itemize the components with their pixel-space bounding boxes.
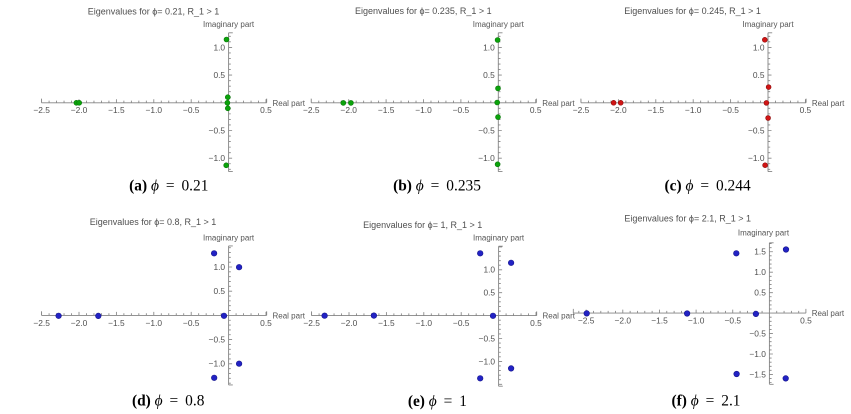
- svg-text:0.5: 0.5: [754, 288, 766, 298]
- svg-text:−0.5: −0.5: [725, 316, 742, 326]
- svg-text:−1.5: −1.5: [651, 316, 668, 326]
- svg-text:0.5: 0.5: [213, 286, 225, 296]
- svg-text:(c) ϕ = 0.244: (c) ϕ = 0.244: [665, 178, 751, 195]
- svg-text:Real part: Real part: [543, 312, 576, 321]
- svg-text:Real part: Real part: [273, 99, 306, 108]
- svg-text:Eigenvalues for ϕ= 0.235, R_1: Eigenvalues for ϕ= 0.235, R_1 > 1: [355, 6, 492, 16]
- svg-text:Real part: Real part: [812, 99, 845, 108]
- svg-text:(e) ϕ = 1: (e) ϕ = 1: [408, 393, 467, 410]
- svg-text:−0.5: −0.5: [479, 333, 496, 343]
- svg-text:−1.5: −1.5: [108, 318, 125, 328]
- svg-text:1.0: 1.0: [483, 42, 495, 52]
- svg-text:Real part: Real part: [542, 99, 575, 108]
- svg-text:−1.0: −1.0: [209, 359, 226, 369]
- svg-text:−2.5: −2.5: [573, 105, 590, 115]
- svg-text:0.5: 0.5: [260, 318, 272, 328]
- svg-text:−0.5: −0.5: [209, 125, 226, 135]
- svg-text:−2.5: −2.5: [303, 105, 320, 115]
- svg-text:Eigenvalues for ϕ= 0.8, R_1 >: Eigenvalues for ϕ= 0.8, R_1 > 1: [90, 217, 217, 227]
- svg-text:(d) ϕ = 0.8: (d) ϕ = 0.8: [132, 393, 205, 410]
- svg-text:0.5: 0.5: [530, 318, 542, 328]
- svg-text:−0.5: −0.5: [453, 105, 470, 115]
- svg-text:−1.5: −1.5: [378, 318, 395, 328]
- svg-text:0.5: 0.5: [530, 105, 542, 115]
- svg-text:Real part: Real part: [812, 309, 845, 318]
- svg-text:−2.0: −2.0: [615, 316, 632, 326]
- svg-text:0.5: 0.5: [260, 105, 272, 115]
- svg-text:−2.0: −2.0: [71, 318, 88, 328]
- svg-text:−1.5: −1.5: [378, 105, 395, 115]
- svg-text:−1.0: −1.0: [479, 356, 496, 366]
- svg-text:0.5: 0.5: [483, 70, 495, 80]
- svg-text:Imaginary part: Imaginary part: [742, 20, 794, 29]
- svg-text:Imaginary part: Imaginary part: [473, 20, 525, 29]
- svg-text:Imaginary part: Imaginary part: [203, 20, 255, 29]
- svg-text:−1.0: −1.0: [688, 316, 705, 326]
- svg-text:Real part: Real part: [273, 311, 306, 320]
- svg-text:−1.0: −1.0: [146, 105, 163, 115]
- svg-text:−1.0: −1.0: [748, 153, 765, 163]
- svg-text:−1.0: −1.0: [749, 349, 766, 359]
- svg-text:Imaginary part: Imaginary part: [473, 234, 525, 243]
- svg-text:Imaginary part: Imaginary part: [738, 229, 790, 238]
- svg-text:−0.5: −0.5: [749, 328, 766, 338]
- svg-text:0.5: 0.5: [800, 105, 812, 115]
- svg-text:Imaginary part: Imaginary part: [203, 233, 255, 242]
- svg-text:1.5: 1.5: [754, 247, 766, 257]
- svg-text:(f) ϕ = 2.1: (f) ϕ = 2.1: [672, 393, 741, 410]
- svg-text:Eigenvalues for ϕ= 1, R_1 > 1: Eigenvalues for ϕ= 1, R_1 > 1: [363, 220, 482, 230]
- svg-text:Eigenvalues for ϕ= 0.245, R_1: Eigenvalues for ϕ= 0.245, R_1 > 1: [624, 6, 761, 16]
- svg-text:−1.5: −1.5: [749, 369, 766, 379]
- svg-text:(a) ϕ = 0.21: (a) ϕ = 0.21: [129, 178, 208, 195]
- svg-text:1.0: 1.0: [483, 265, 495, 275]
- svg-text:−1.0: −1.0: [209, 153, 226, 163]
- svg-text:−0.5: −0.5: [183, 318, 200, 328]
- svg-text:1.0: 1.0: [213, 42, 225, 52]
- svg-text:0.5: 0.5: [483, 288, 495, 298]
- svg-text:1.0: 1.0: [753, 42, 765, 52]
- svg-text:−1.0: −1.0: [146, 318, 163, 328]
- svg-text:−2.5: −2.5: [33, 318, 50, 328]
- svg-text:−0.5: −0.5: [453, 318, 470, 328]
- svg-text:−1.0: −1.0: [478, 153, 495, 163]
- svg-text:0.5: 0.5: [753, 70, 765, 80]
- svg-text:Eigenvalues for ϕ= 0.21, R_1 >: Eigenvalues for ϕ= 0.21, R_1 > 1: [88, 6, 220, 16]
- svg-text:−2.5: −2.5: [33, 105, 50, 115]
- svg-text:(b) ϕ = 0.235: (b) ϕ = 0.235: [393, 178, 481, 195]
- svg-text:0.5: 0.5: [213, 70, 225, 80]
- svg-text:1.0: 1.0: [213, 262, 225, 272]
- svg-text:Eigenvalues for ϕ= 2.1, R_1 >: Eigenvalues for ϕ= 2.1, R_1 > 1: [624, 214, 751, 224]
- svg-text:−2.0: −2.0: [340, 105, 357, 115]
- svg-text:−0.5: −0.5: [748, 125, 765, 135]
- svg-text:−2.5: −2.5: [303, 318, 320, 328]
- svg-text:−0.5: −0.5: [478, 125, 495, 135]
- svg-text:−0.5: −0.5: [722, 105, 739, 115]
- svg-text:−1.0: −1.0: [685, 105, 702, 115]
- svg-text:−1.5: −1.5: [648, 105, 665, 115]
- svg-text:−0.5: −0.5: [183, 105, 200, 115]
- svg-text:−2.0: −2.0: [341, 318, 358, 328]
- svg-text:−2.5: −2.5: [578, 316, 595, 326]
- svg-text:−0.5: −0.5: [209, 335, 226, 345]
- svg-text:−1.0: −1.0: [415, 105, 432, 115]
- svg-text:0.5: 0.5: [800, 316, 812, 326]
- svg-text:−1.0: −1.0: [416, 318, 433, 328]
- svg-text:−2.0: −2.0: [610, 105, 627, 115]
- svg-text:−2.0: −2.0: [71, 105, 88, 115]
- svg-text:1.0: 1.0: [754, 267, 766, 277]
- svg-text:−1.5: −1.5: [108, 105, 125, 115]
